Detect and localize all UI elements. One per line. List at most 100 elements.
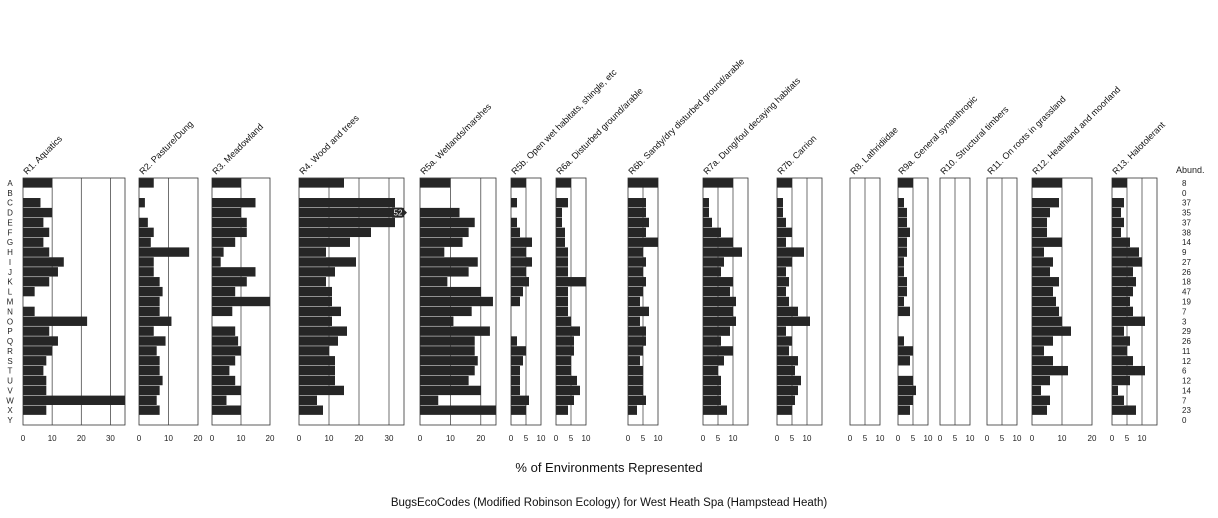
panel-10-tick-5: 5 xyxy=(790,434,795,443)
panel-1-bar-J xyxy=(23,267,58,277)
panel-7-bar-W xyxy=(556,395,574,405)
panel-15-bar-V xyxy=(1032,385,1041,396)
panel-6-bar-E xyxy=(511,217,517,228)
panel-9-bar-K xyxy=(703,277,733,287)
panel-5-bar-F xyxy=(420,227,469,238)
panel-8-bar-K xyxy=(628,277,646,287)
panel-8-bar-Q xyxy=(628,336,646,346)
panel-4-bar-F xyxy=(299,227,371,238)
panel-10-tick-10: 10 xyxy=(803,434,812,443)
panel-6-bar-X xyxy=(511,405,526,415)
panel-7-bar-R xyxy=(556,346,574,356)
panel-10-bar-S xyxy=(777,356,798,366)
panel-9-bar-U xyxy=(703,375,721,386)
panel-11-tick-0: 0 xyxy=(848,434,853,443)
panel-12-bar-A xyxy=(898,178,913,188)
panel-1-bar-T xyxy=(23,365,44,376)
category-label-F: F xyxy=(8,228,13,237)
panel-2-bar-A xyxy=(139,178,154,188)
panel-1-bar-Q xyxy=(23,336,58,346)
category-label-V: V xyxy=(7,386,13,395)
panel-12-bar-M xyxy=(898,296,904,307)
panel-1-bar-H xyxy=(23,247,50,257)
panel-8-bar-H xyxy=(628,247,643,257)
panel-3-bar-H xyxy=(212,247,224,257)
panel-4-bar-T xyxy=(299,365,335,376)
panel-7-bar-X xyxy=(556,405,568,415)
panel-5-bar-R xyxy=(420,346,475,356)
panel-7-tick-0: 0 xyxy=(554,434,559,443)
panel-3-bar-R xyxy=(212,346,241,356)
panel-6-bar-S xyxy=(511,356,523,366)
abundance-header: Abund. xyxy=(1176,165,1205,175)
panel-5-bar-K xyxy=(420,277,448,287)
panel-8-bar-L xyxy=(628,286,643,297)
abundance-T: 6 xyxy=(1182,367,1187,376)
panel-4-bar-O xyxy=(299,316,332,326)
panel-16-bar-V xyxy=(1112,385,1118,396)
panel-6-bar-T xyxy=(511,365,520,376)
panel-3-bar-P xyxy=(212,326,236,336)
panel-9-bar-C xyxy=(703,198,709,208)
panel-12-tick-5: 5 xyxy=(911,434,916,443)
panel-1-bar-E xyxy=(23,217,44,228)
panel-1-bar-X xyxy=(23,405,47,415)
panel-8-bar-G xyxy=(628,237,658,247)
panel-3-bar-L xyxy=(212,286,236,297)
panel-5-title: R5a. Wetlands/marshes xyxy=(418,101,493,176)
panel-2-bar-U xyxy=(139,375,163,386)
panel-8-bar-O xyxy=(628,316,640,326)
panel-7-bar-T xyxy=(556,365,571,376)
panel-13-tick-10: 10 xyxy=(966,434,975,443)
panel-12-bar-L xyxy=(898,286,907,297)
panel-3-bar-X xyxy=(212,405,241,415)
panel-15-bar-E xyxy=(1032,217,1047,228)
abundance-Y: 0 xyxy=(1182,416,1187,425)
category-label-K: K xyxy=(7,278,13,287)
panel-10-bar-L xyxy=(777,286,786,297)
panel-7-title: R6a. Disturbed ground/arable xyxy=(554,86,645,177)
panel-5-bar-S xyxy=(420,356,478,366)
panel-7-bar-M xyxy=(556,296,568,307)
panel-12-bar-R xyxy=(898,346,913,356)
panel-7-tick-5: 5 xyxy=(569,434,574,443)
category-label-H: H xyxy=(7,248,13,257)
panel-16-bar-H xyxy=(1112,247,1139,257)
panel-4-bar-R xyxy=(299,346,329,356)
panel-8-bar-J xyxy=(628,267,643,277)
panel-5-bar-D xyxy=(420,207,460,218)
panel-16-bar-R xyxy=(1112,346,1127,356)
panel-15-bar-I xyxy=(1032,257,1053,267)
panel-16-title: R13. Halotolerant xyxy=(1110,119,1167,176)
panel-3-bar-C xyxy=(212,198,256,208)
panel-9-bar-H xyxy=(703,247,742,257)
panel-6-bar-A xyxy=(511,178,526,188)
panel-6-tick-10: 10 xyxy=(537,434,546,443)
panel-5-bar-J xyxy=(420,267,469,277)
panel-9-bar-Q xyxy=(703,336,721,346)
panel-1-tick-10: 10 xyxy=(48,434,57,443)
panel-5-bar-Q xyxy=(420,336,475,346)
panel-10-bar-A xyxy=(777,178,792,188)
panel-9-bar-N xyxy=(703,306,733,317)
abundance-U: 12 xyxy=(1182,377,1191,386)
panel-16-bar-J xyxy=(1112,267,1133,277)
panel-15-bar-T xyxy=(1032,365,1068,376)
panel-9-tick-0: 0 xyxy=(701,434,706,443)
abundance-W: 7 xyxy=(1182,396,1187,405)
panel-4-bar-N xyxy=(299,306,341,317)
panel-4-bar-L xyxy=(299,286,332,297)
panel-16-bar-D xyxy=(1112,207,1121,218)
panel-15-tick-10: 10 xyxy=(1058,434,1067,443)
panel-12-bar-N xyxy=(898,306,910,317)
panel-7-bar-F xyxy=(556,227,565,238)
panel-15-bar-H xyxy=(1032,247,1044,257)
panel-6-bar-M xyxy=(511,296,520,307)
panel-2-bar-H xyxy=(139,247,190,257)
x-axis-title: % of Environments Represented xyxy=(515,460,703,475)
panel-9-bar-M xyxy=(703,296,736,307)
panel-12-bar-S xyxy=(898,356,910,366)
panel-7-bar-U xyxy=(556,375,577,386)
panel-16-bar-N xyxy=(1112,306,1133,317)
panel-1-bar-G xyxy=(23,237,44,247)
